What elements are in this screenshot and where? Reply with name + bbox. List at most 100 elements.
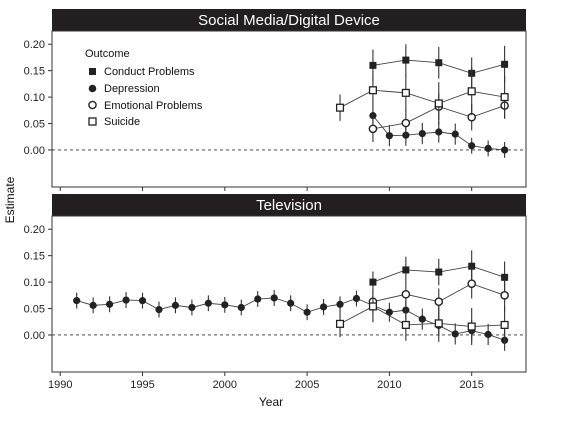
x-tick-label: 1990 [48, 379, 72, 391]
data-point [500, 320, 509, 329]
x-tick-label: 2000 [213, 379, 237, 391]
data-point [188, 303, 196, 312]
y-tick-label: 0.10 [24, 277, 45, 289]
data-point [467, 322, 476, 331]
x-axis [59, 187, 473, 191]
legend-title: Outcome [85, 48, 130, 60]
legend-marker-filled-square [89, 68, 96, 75]
panel-title: Social Media/Digital Device [198, 12, 380, 29]
data-point [435, 59, 443, 67]
legend: Outcome Conduct Problems Depression Emot… [85, 48, 203, 128]
x-tick-label: 2015 [459, 379, 483, 391]
series-suicide [335, 67, 509, 125]
data-point [336, 300, 344, 308]
data-point [171, 301, 180, 309]
data-point [500, 93, 509, 102]
series-group [335, 44, 509, 158]
data-point [418, 129, 426, 138]
data-point [501, 273, 509, 281]
data-point [204, 299, 212, 307]
y-axis: 0.00 0.05 0.10 0.15 0.20 [24, 39, 52, 157]
data-point [401, 88, 410, 97]
panel-social-media: Social Media/Digital Device 0.00 0.05 0.10… [24, 9, 527, 191]
data-point [401, 320, 410, 329]
x-axis-label: Year [259, 395, 283, 409]
data-point [451, 330, 459, 338]
data-point [319, 303, 328, 311]
data-point [435, 128, 443, 136]
panel-frame [51, 30, 527, 188]
x-tick-label: 2010 [377, 379, 401, 391]
data-point [468, 142, 476, 150]
data-point [484, 144, 492, 152]
y-axis-label: Estimate [3, 176, 17, 223]
data-point [451, 130, 459, 138]
data-point [352, 294, 361, 303]
data-point [138, 297, 147, 305]
legend-marker-open-circle [88, 100, 97, 110]
y-tick-label: 0.15 [24, 251, 45, 263]
data-point [106, 300, 114, 308]
data-point [303, 308, 311, 316]
data-point [254, 295, 262, 303]
data-point [335, 319, 345, 328]
data-point [500, 291, 509, 300]
legend-entry-conduct-problems: Conduct Problems [104, 66, 195, 78]
data-point [402, 56, 410, 64]
x-tick-label: 1995 [130, 379, 154, 391]
data-point [89, 301, 97, 309]
data-point [122, 296, 130, 304]
panel-strip [52, 194, 526, 216]
data-point [368, 124, 378, 134]
y-axis: 0.00 0.05 0.10 0.15 0.20 [24, 224, 52, 342]
data-point [467, 87, 476, 96]
data-point [385, 132, 393, 140]
data-point [401, 118, 411, 128]
data-point [468, 262, 476, 270]
data-point [369, 61, 377, 69]
y-tick-label: 0.05 [24, 119, 45, 131]
data-point [418, 315, 426, 323]
data-point [385, 308, 393, 316]
data-point [434, 297, 444, 306]
y-tick-label: 0.15 [24, 66, 45, 78]
data-point [287, 299, 295, 307]
y-tick-label: 0.00 [24, 330, 45, 342]
x-axis: 1990 1995 2000 2005 2010 2015 [48, 372, 484, 391]
data-point [484, 330, 492, 339]
data-point [369, 278, 377, 286]
data-point [402, 266, 410, 274]
legend-entry-emotional-problems: Emotional Problems [104, 100, 203, 112]
y-tick-label: 0.10 [24, 92, 45, 104]
panel-strip [52, 9, 526, 31]
legend-marker-filled-circle [88, 84, 97, 93]
data-point [435, 268, 443, 276]
data-point [368, 86, 377, 95]
y-tick-label: 0.20 [24, 39, 45, 51]
data-point [501, 60, 509, 68]
panel-television: Television 0.00 0.05 0.10 0.15 0.20 1990 1995… [24, 194, 527, 391]
series-line [339, 89, 505, 109]
series-suicide [335, 290, 509, 346]
series-conduct-problems [369, 250, 509, 294]
panel-frame [51, 215, 527, 373]
data-point [368, 302, 377, 311]
series-line [339, 305, 505, 327]
data-point [155, 306, 163, 314]
data-point [501, 146, 509, 154]
data-point [335, 103, 345, 112]
data-point [434, 99, 443, 108]
legend-entry-suicide: Suicide [104, 116, 140, 128]
data-point [237, 303, 245, 312]
legend-entry-depression: Depression [104, 83, 160, 95]
data-point [467, 279, 476, 288]
series-depression [369, 105, 509, 158]
y-tick-label: 0.05 [24, 304, 45, 316]
panel-title: Television [256, 197, 322, 214]
data-point [401, 289, 411, 299]
data-point [221, 301, 229, 309]
legend-marker-open-square [88, 117, 97, 126]
data-point [270, 294, 278, 302]
y-tick-label: 0.00 [24, 145, 45, 157]
